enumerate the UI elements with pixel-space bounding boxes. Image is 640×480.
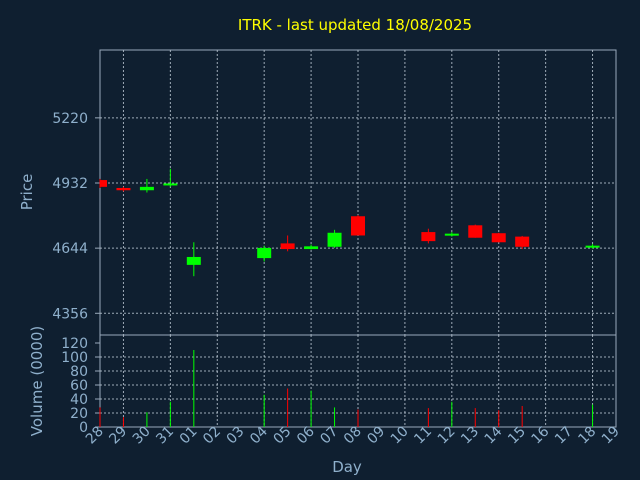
candle-body <box>186 256 201 265</box>
volume-tick-label: 60 <box>70 378 88 394</box>
chart-title: ITRK - last updated 18/08/2025 <box>238 16 472 34</box>
candle-body <box>351 216 365 236</box>
volume-axis-label: Volume (0000) <box>28 326 46 436</box>
x-axis-ticks: 28 29 30 31 01 02 03 04 05 06 07 08 09 10 11 12 13 14 15 16… <box>83 423 623 447</box>
price-tick-label: 4644 <box>52 241 88 257</box>
candle-body <box>280 243 295 250</box>
candle-body <box>139 186 154 191</box>
candle-body <box>585 245 600 248</box>
price-tick-label: 4356 <box>52 306 88 322</box>
candle-body <box>304 246 319 250</box>
candle-body <box>491 233 506 243</box>
candle-body <box>163 183 178 186</box>
candle-body <box>515 236 530 247</box>
candle-body <box>327 232 342 247</box>
price-axis-label: Price <box>18 174 36 211</box>
volume-tick-label: 0 <box>79 420 88 436</box>
volume-tick-label: 100 <box>61 350 88 366</box>
price-tick-label: 5220 <box>52 111 88 127</box>
candle-body <box>468 225 483 238</box>
volume-tick-label: 40 <box>70 392 88 408</box>
candle-body <box>444 233 459 236</box>
candle-body <box>257 247 272 259</box>
x-axis-label: Day <box>332 458 362 476</box>
candle-body <box>421 232 436 242</box>
price-tick-label: 4932 <box>52 176 88 192</box>
volume-tick-label: 120 <box>61 336 88 352</box>
volume-tick-label: 20 <box>70 406 88 422</box>
candle-body <box>116 187 131 191</box>
volume-tick-label: 80 <box>70 364 88 380</box>
price-panel: 4356 4644 4932 5220 <box>52 49 617 336</box>
price-frame <box>99 49 617 336</box>
candle-body <box>100 180 107 187</box>
